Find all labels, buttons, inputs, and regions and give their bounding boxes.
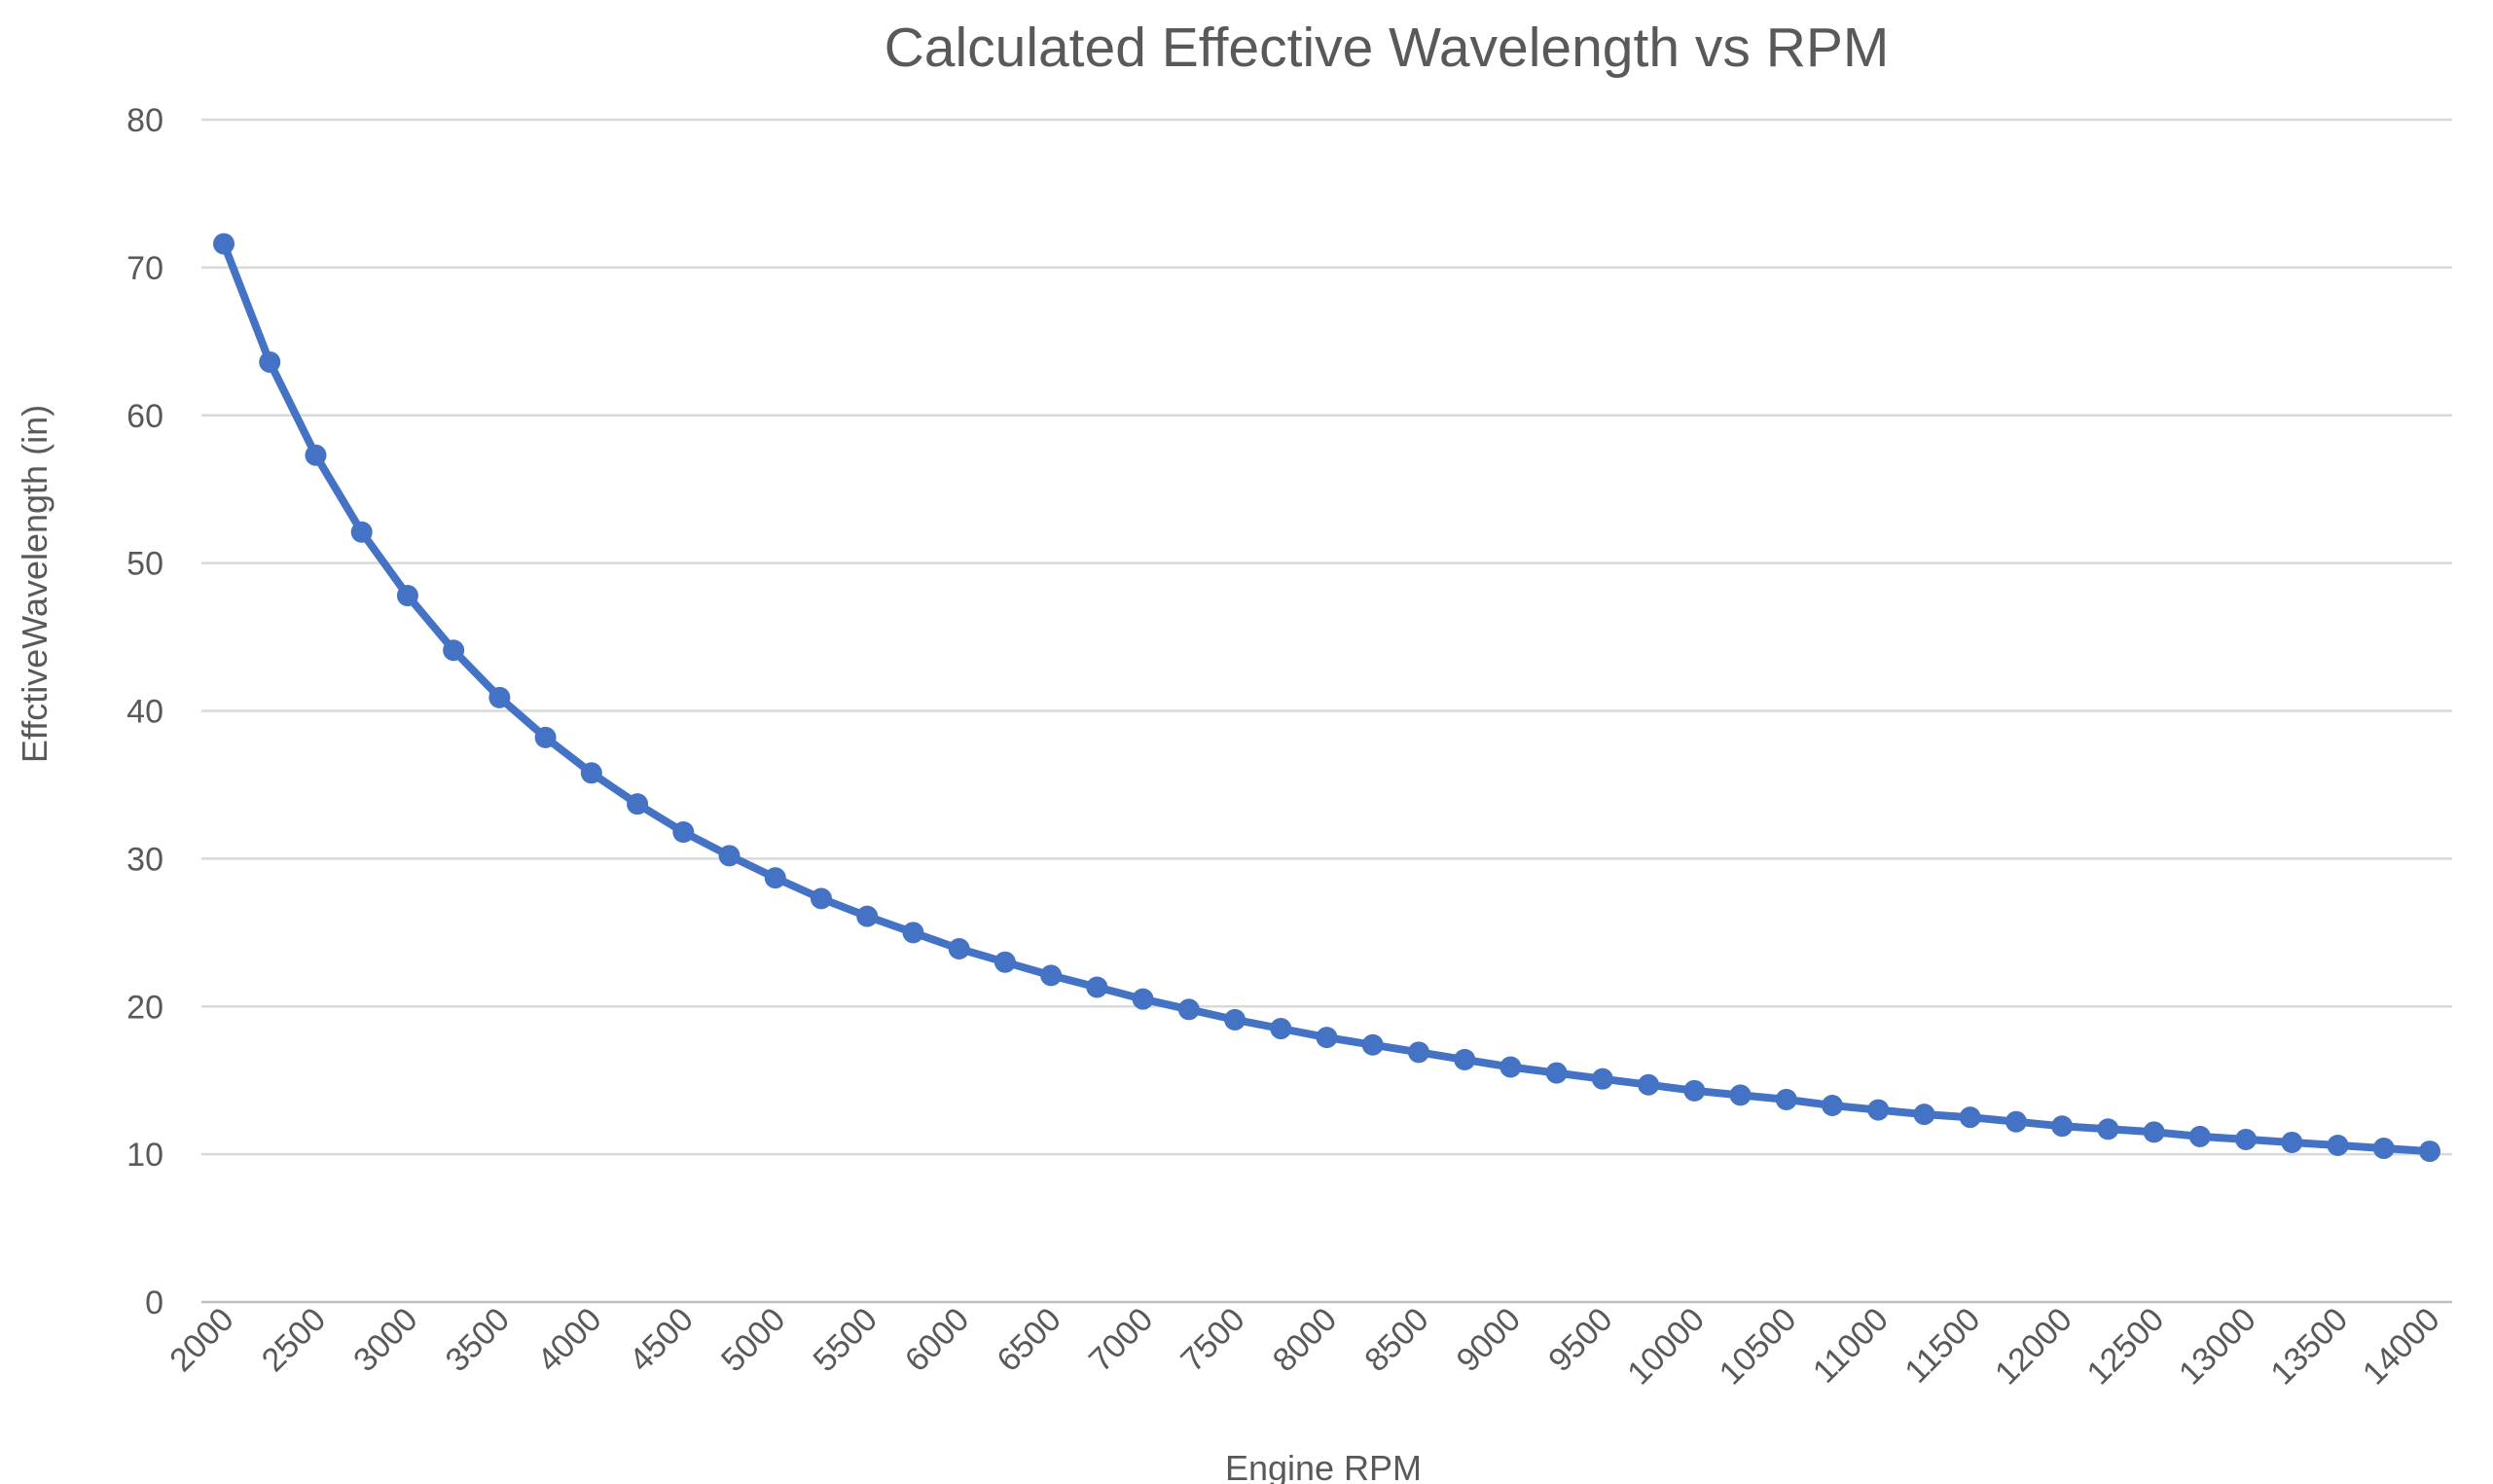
data-point	[2188, 1125, 2211, 1147]
data-point	[627, 793, 649, 815]
y-axis-ticks: 0 10 20 30 40 50 60 70 80	[126, 102, 163, 1321]
data-point	[259, 351, 281, 374]
series-line	[220, 239, 2434, 1156]
data-point	[1316, 1027, 1338, 1049]
data-point	[718, 845, 741, 867]
data-point	[1454, 1048, 1476, 1070]
series-layer	[213, 233, 2440, 1163]
x-tick-label: 9000	[1450, 1301, 1528, 1379]
x-tick-label: 6000	[898, 1301, 976, 1379]
data-point	[948, 938, 970, 960]
chart-title: Calculated Effective Wavelength vs RPM	[885, 17, 1890, 79]
data-point	[443, 639, 465, 662]
x-tick-label: 12000	[1988, 1301, 2079, 1393]
x-tick-label: 3000	[346, 1301, 424, 1379]
x-tick-label: 10000	[1620, 1301, 1712, 1393]
data-point	[1683, 1079, 1706, 1102]
x-tick-label: 11500	[1897, 1301, 1987, 1391]
x-tick-label: 8500	[1357, 1301, 1435, 1379]
x-axis-title: Engine RPM	[1225, 1448, 1422, 1484]
data-point	[305, 444, 327, 466]
x-tick-label: 5500	[807, 1301, 885, 1379]
x-tick-label: 5000	[714, 1301, 792, 1379]
data-point	[2097, 1118, 2119, 1140]
data-point	[1224, 1008, 1246, 1031]
x-axis-ticks: 2000 2500 3000 3500 4000 4500 5000 5500 6000 6500…	[163, 1301, 2446, 1393]
data-point	[1775, 1088, 1797, 1110]
data-point	[1361, 1033, 1384, 1056]
data-point	[1729, 1084, 1752, 1106]
data-point	[1867, 1099, 1890, 1121]
data-point	[2235, 1128, 2258, 1150]
data-point	[1638, 1073, 1660, 1096]
data-point	[1959, 1106, 1981, 1129]
data-point	[672, 821, 695, 844]
x-tick-label: 10500	[1713, 1301, 1804, 1393]
data-point	[1177, 998, 1200, 1021]
x-tick-label: 2000	[163, 1301, 240, 1379]
data-point	[488, 686, 511, 708]
data-point	[2327, 1135, 2349, 1157]
x-tick-label: 2500	[255, 1301, 333, 1379]
x-tick-label: 4500	[623, 1301, 701, 1379]
y-tick-label: 60	[126, 398, 163, 435]
data-point	[994, 951, 1016, 973]
x-tick-label: 13500	[2263, 1301, 2355, 1393]
y-tick-label: 20	[126, 989, 163, 1026]
data-point	[396, 585, 418, 607]
x-tick-label: 7000	[1082, 1301, 1160, 1379]
data-point	[1086, 976, 1108, 998]
x-tick-label: 6500	[990, 1301, 1067, 1379]
data-point	[350, 521, 373, 543]
data-point	[1545, 1062, 1568, 1084]
data-point	[856, 905, 879, 927]
y-tick-label: 50	[126, 546, 163, 583]
data-point	[1407, 1041, 1429, 1064]
data-point	[2051, 1115, 2074, 1138]
x-tick-label: 12500	[2080, 1301, 2172, 1393]
y-tick-label: 40	[126, 694, 163, 731]
y-tick-label: 10	[126, 1137, 163, 1174]
data-point	[580, 762, 602, 784]
data-point	[2143, 1121, 2165, 1143]
x-tick-label: 14000	[2356, 1301, 2447, 1393]
y-tick-label: 80	[126, 102, 163, 139]
data-point	[1822, 1095, 1844, 1117]
data-point	[2372, 1138, 2395, 1160]
x-tick-label: 4000	[530, 1301, 608, 1379]
data-point	[2005, 1110, 2027, 1133]
x-tick-label: 8000	[1266, 1301, 1344, 1379]
data-point	[810, 887, 832, 910]
data-point	[764, 867, 786, 889]
data-point	[2419, 1140, 2440, 1163]
data-point	[534, 726, 557, 748]
data-point	[1270, 1018, 1292, 1040]
data-point	[902, 922, 924, 944]
gridlines	[201, 118, 2452, 1304]
data-point	[1040, 964, 1063, 987]
data-point	[1132, 988, 1154, 1010]
data-point	[1913, 1104, 1935, 1126]
x-tick-label: 9500	[1541, 1301, 1619, 1379]
y-tick-label: 30	[126, 841, 163, 878]
x-tick-label: 3500	[439, 1301, 517, 1379]
data-point	[1591, 1068, 1613, 1090]
data-point	[2281, 1131, 2303, 1153]
data-point	[1499, 1056, 1522, 1078]
x-tick-label: 11000	[1806, 1301, 1896, 1391]
data-point	[213, 233, 235, 255]
x-tick-label: 7500	[1174, 1301, 1251, 1379]
y-axis-title: EffctiveWavelength (in)	[15, 405, 54, 763]
y-tick-label: 0	[145, 1285, 163, 1321]
y-tick-label: 70	[126, 250, 163, 287]
x-tick-label: 13000	[2172, 1301, 2263, 1393]
